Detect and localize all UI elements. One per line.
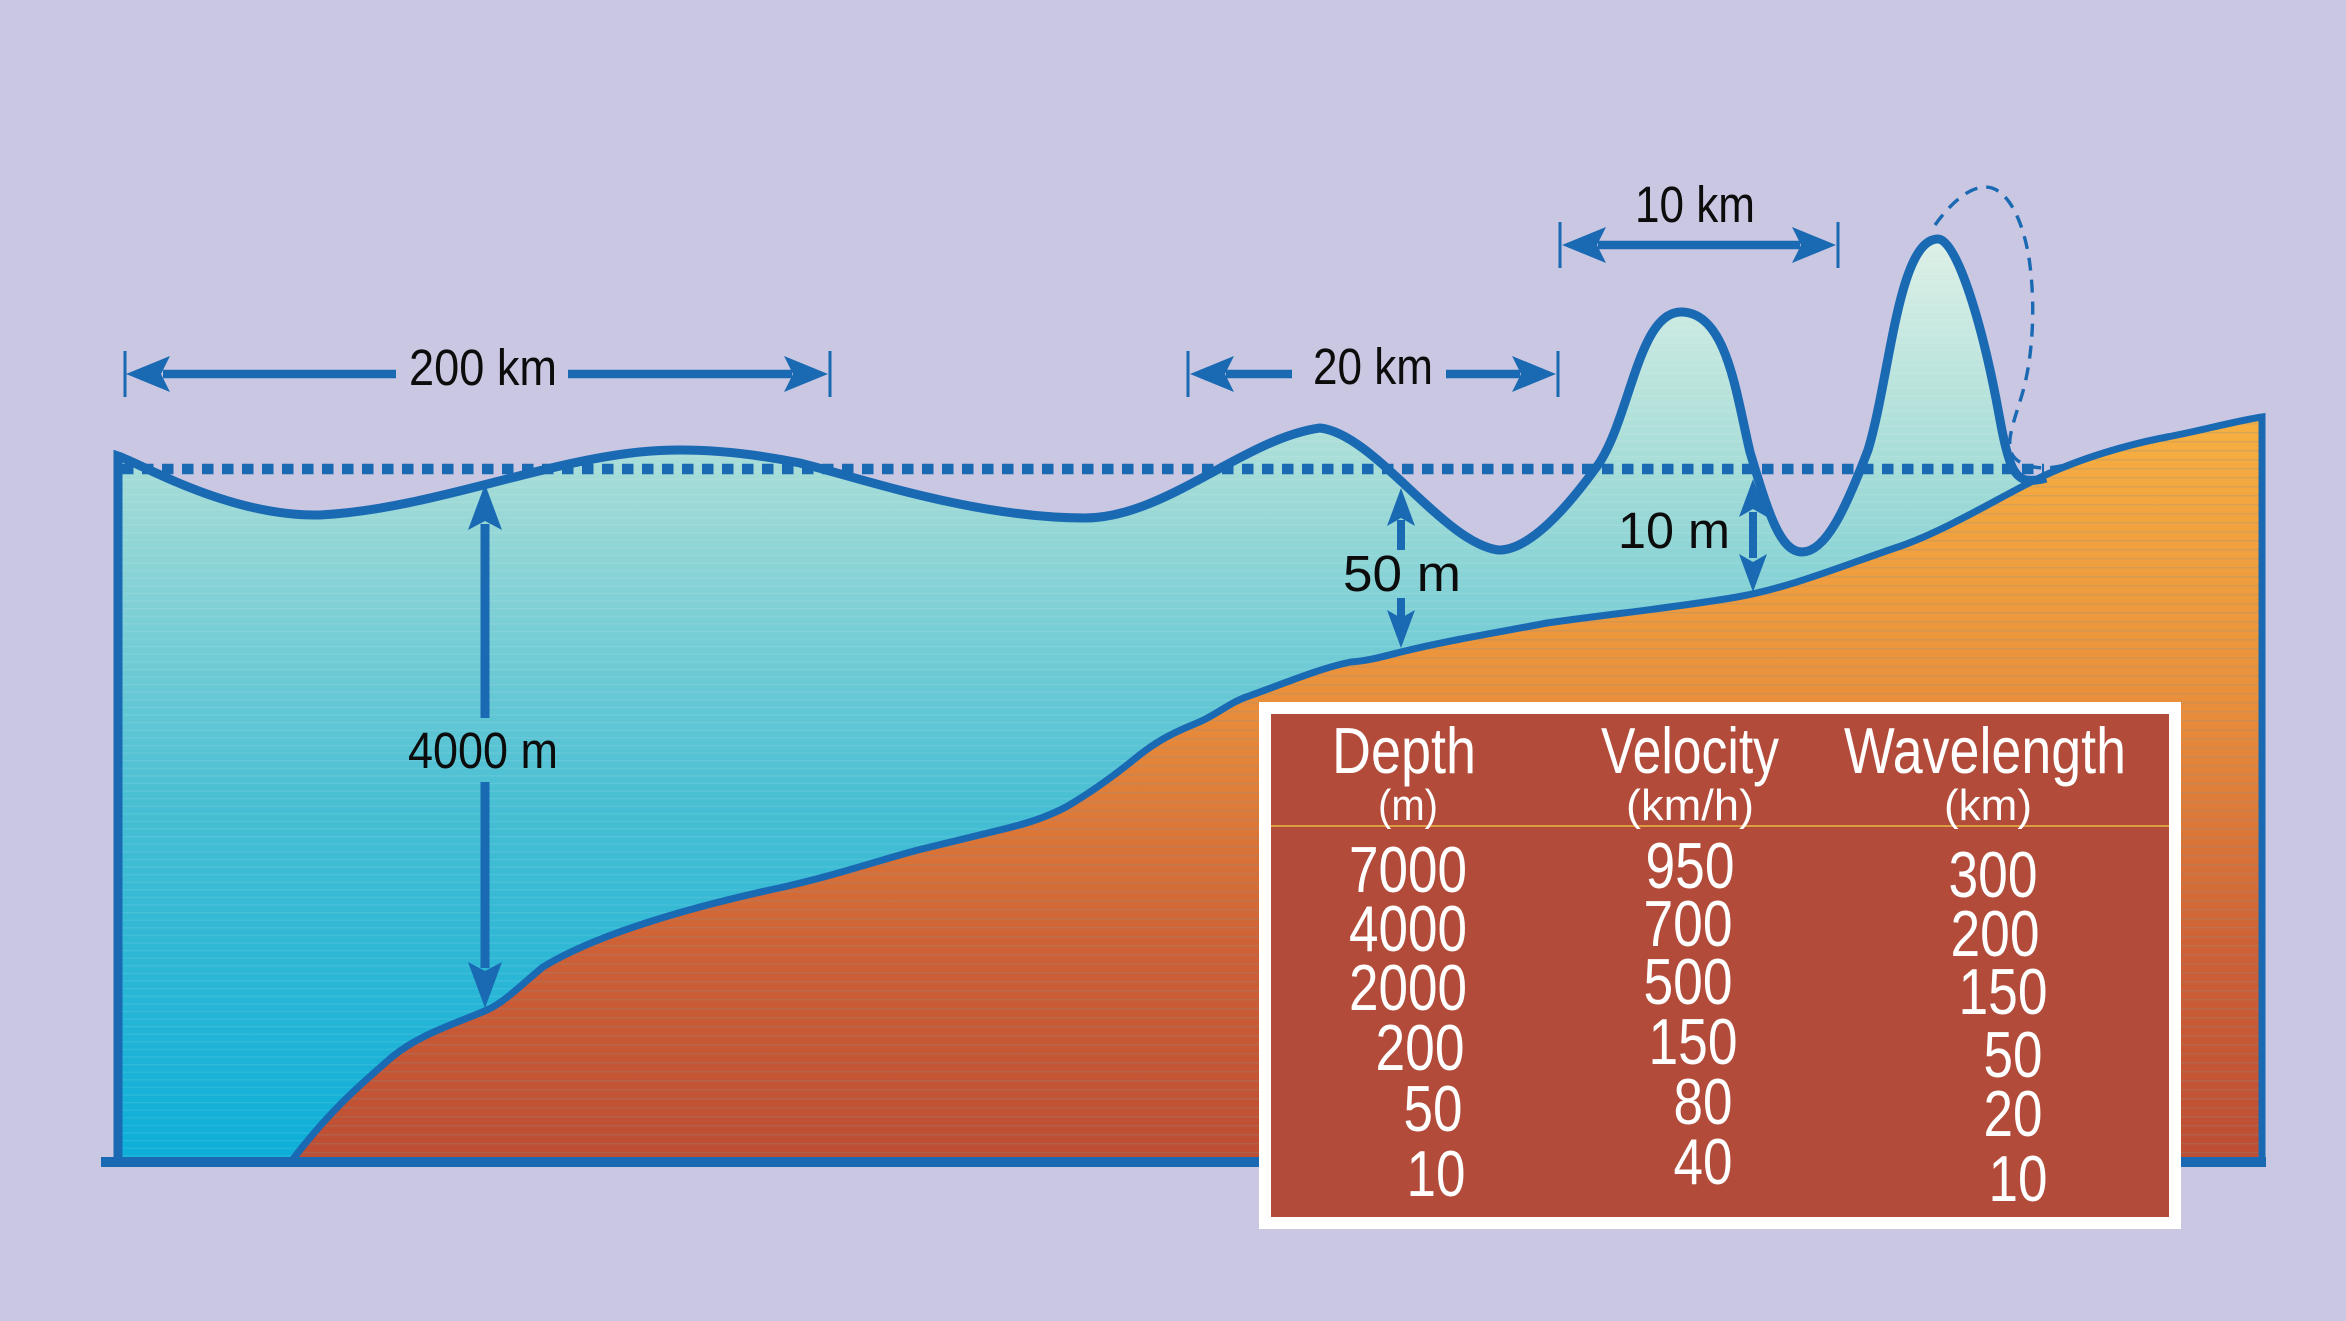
svg-text:Depth: Depth [1332,714,1476,787]
svg-text:200: 200 [1951,897,2040,970]
svg-text:(km/h): (km/h) [1626,781,1754,830]
svg-text:4000 m: 4000 m [408,722,558,779]
svg-text:10: 10 [1989,1142,2048,1215]
svg-text:150: 150 [1959,955,2048,1028]
svg-text:40: 40 [1674,1125,1733,1198]
svg-text:Wavelength: Wavelength [1844,714,2126,787]
svg-text:(m): (m) [1378,781,1438,830]
svg-text:50 m: 50 m [1343,545,1461,602]
svg-text:50: 50 [1984,1018,2043,1091]
svg-text:7000: 7000 [1349,833,1467,906]
svg-text:50: 50 [1404,1072,1463,1145]
svg-text:10 km: 10 km [1635,176,1755,233]
svg-text:20: 20 [1984,1077,2043,1150]
svg-text:10 m: 10 m [1618,502,1730,559]
svg-text:300: 300 [1949,838,2038,911]
svg-text:2000: 2000 [1349,951,1467,1024]
svg-text:150: 150 [1649,1005,1738,1078]
svg-text:200: 200 [1376,1011,1465,1084]
svg-text:10: 10 [1407,1137,1466,1210]
svg-text:500: 500 [1644,945,1733,1018]
svg-text:Velocity: Velocity [1601,714,1779,787]
svg-text:200 km: 200 km [409,339,557,396]
svg-text:(km): (km) [1944,781,2032,830]
svg-text:4000: 4000 [1349,892,1467,965]
svg-text:700: 700 [1644,887,1733,960]
svg-text:20 km: 20 km [1313,338,1433,395]
svg-text:950: 950 [1646,829,1735,902]
svg-text:80: 80 [1674,1065,1733,1138]
